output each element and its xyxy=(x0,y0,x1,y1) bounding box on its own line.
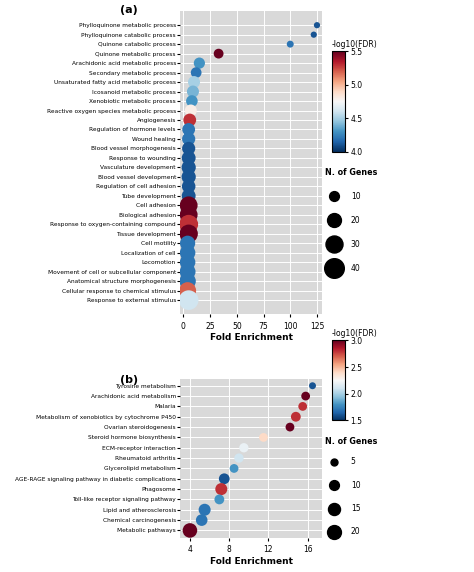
X-axis label: Fold Enrichment: Fold Enrichment xyxy=(210,557,293,566)
Point xyxy=(189,87,197,96)
Point xyxy=(292,412,300,422)
Point xyxy=(466,479,474,488)
Point xyxy=(185,220,192,229)
Point xyxy=(198,515,206,525)
Point xyxy=(185,125,192,134)
Point xyxy=(185,296,192,305)
Point xyxy=(260,433,267,442)
Point xyxy=(187,106,195,115)
Point xyxy=(185,182,192,191)
Point xyxy=(184,239,191,248)
Point xyxy=(218,484,225,494)
Point xyxy=(466,156,474,165)
Point xyxy=(185,191,192,200)
Point xyxy=(192,68,200,77)
Point xyxy=(230,464,238,473)
Point xyxy=(185,210,192,220)
Text: 15: 15 xyxy=(351,504,360,513)
Text: 30: 30 xyxy=(351,240,361,249)
Text: N. of Genes: N. of Genes xyxy=(325,436,377,446)
Point xyxy=(313,21,321,30)
Point xyxy=(240,443,247,452)
Point xyxy=(185,172,192,181)
Point xyxy=(186,116,193,125)
X-axis label: Fold Enrichment: Fold Enrichment xyxy=(210,333,293,342)
Text: N. of Genes: N. of Genes xyxy=(325,168,377,177)
Point xyxy=(185,229,192,239)
Point xyxy=(309,381,316,390)
Point xyxy=(185,144,192,153)
Point xyxy=(185,153,192,162)
Point xyxy=(235,454,243,463)
Point xyxy=(186,526,194,535)
Text: 20: 20 xyxy=(351,216,360,225)
Text: 40: 40 xyxy=(351,264,361,272)
Point xyxy=(185,163,192,172)
Point xyxy=(216,495,223,504)
Text: 10: 10 xyxy=(351,192,360,201)
Text: (b): (b) xyxy=(120,375,138,386)
Point xyxy=(184,277,191,286)
Point xyxy=(466,267,474,276)
Point xyxy=(286,423,294,432)
Text: 10: 10 xyxy=(351,481,360,490)
Text: 20: 20 xyxy=(351,527,360,537)
Point xyxy=(184,267,191,276)
Point xyxy=(201,505,209,514)
Point xyxy=(184,257,191,267)
Point xyxy=(196,58,203,67)
Point xyxy=(220,474,228,483)
Point xyxy=(188,97,196,106)
Point xyxy=(302,391,310,400)
Point xyxy=(185,201,192,210)
Text: (a): (a) xyxy=(120,5,138,15)
Point xyxy=(184,286,191,295)
Text: 5: 5 xyxy=(351,458,356,466)
Point xyxy=(215,49,222,58)
Point xyxy=(286,39,294,49)
Text: -log10(FDR): -log10(FDR) xyxy=(332,40,378,49)
Point xyxy=(466,54,474,63)
Point xyxy=(299,402,307,411)
Point xyxy=(185,134,192,144)
Point xyxy=(310,30,318,39)
Point xyxy=(190,77,198,86)
Text: -log10(FDR): -log10(FDR) xyxy=(332,329,378,338)
Point xyxy=(184,248,191,257)
